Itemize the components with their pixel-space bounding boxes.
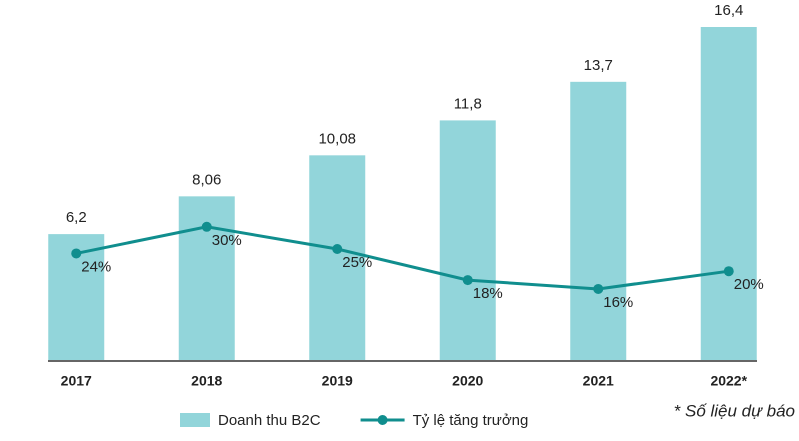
x-tick-label: 2020 xyxy=(452,373,483,389)
line-value-label: 20% xyxy=(734,276,764,293)
line-point xyxy=(71,248,82,259)
bar-value-label: 16,4 xyxy=(714,2,743,19)
bar xyxy=(570,81,627,360)
line-value-label: 18% xyxy=(473,285,503,302)
x-tick-label: 2017 xyxy=(61,373,92,389)
bar xyxy=(700,27,757,360)
line-point xyxy=(723,266,734,277)
legend-label: Tỷ lệ tăng trưởng xyxy=(413,412,529,429)
bar-value-label: 10,08 xyxy=(318,130,356,147)
x-tick-label: 2022* xyxy=(710,373,747,389)
bar-value-label: 11,8 xyxy=(454,95,482,112)
x-tick-label: 2019 xyxy=(322,373,353,389)
line-point xyxy=(201,221,212,232)
line-point xyxy=(462,275,473,286)
bar-value-label: 6,2 xyxy=(66,209,87,226)
line-value-label: 24% xyxy=(81,258,111,275)
bar-value-label: 8,06 xyxy=(192,171,221,188)
bar-value-label: 13,7 xyxy=(584,57,613,74)
line xyxy=(75,225,729,291)
bar xyxy=(178,196,235,360)
x-tick-label: 2018 xyxy=(191,373,222,389)
bar xyxy=(309,155,366,360)
legend-swatch xyxy=(377,415,388,425)
note: * Số liệu dự báo xyxy=(674,401,795,420)
line-value-label: 16% xyxy=(603,294,633,311)
line-value-label: 30% xyxy=(212,232,242,249)
line-point xyxy=(593,283,604,294)
bar xyxy=(439,120,496,360)
x-tick-label: 2021 xyxy=(583,373,614,389)
line-value-label: 25% xyxy=(342,254,372,271)
legend-label: Doanh thu B2C xyxy=(218,412,321,429)
legend-swatch xyxy=(180,413,210,427)
line-point xyxy=(332,244,343,254)
